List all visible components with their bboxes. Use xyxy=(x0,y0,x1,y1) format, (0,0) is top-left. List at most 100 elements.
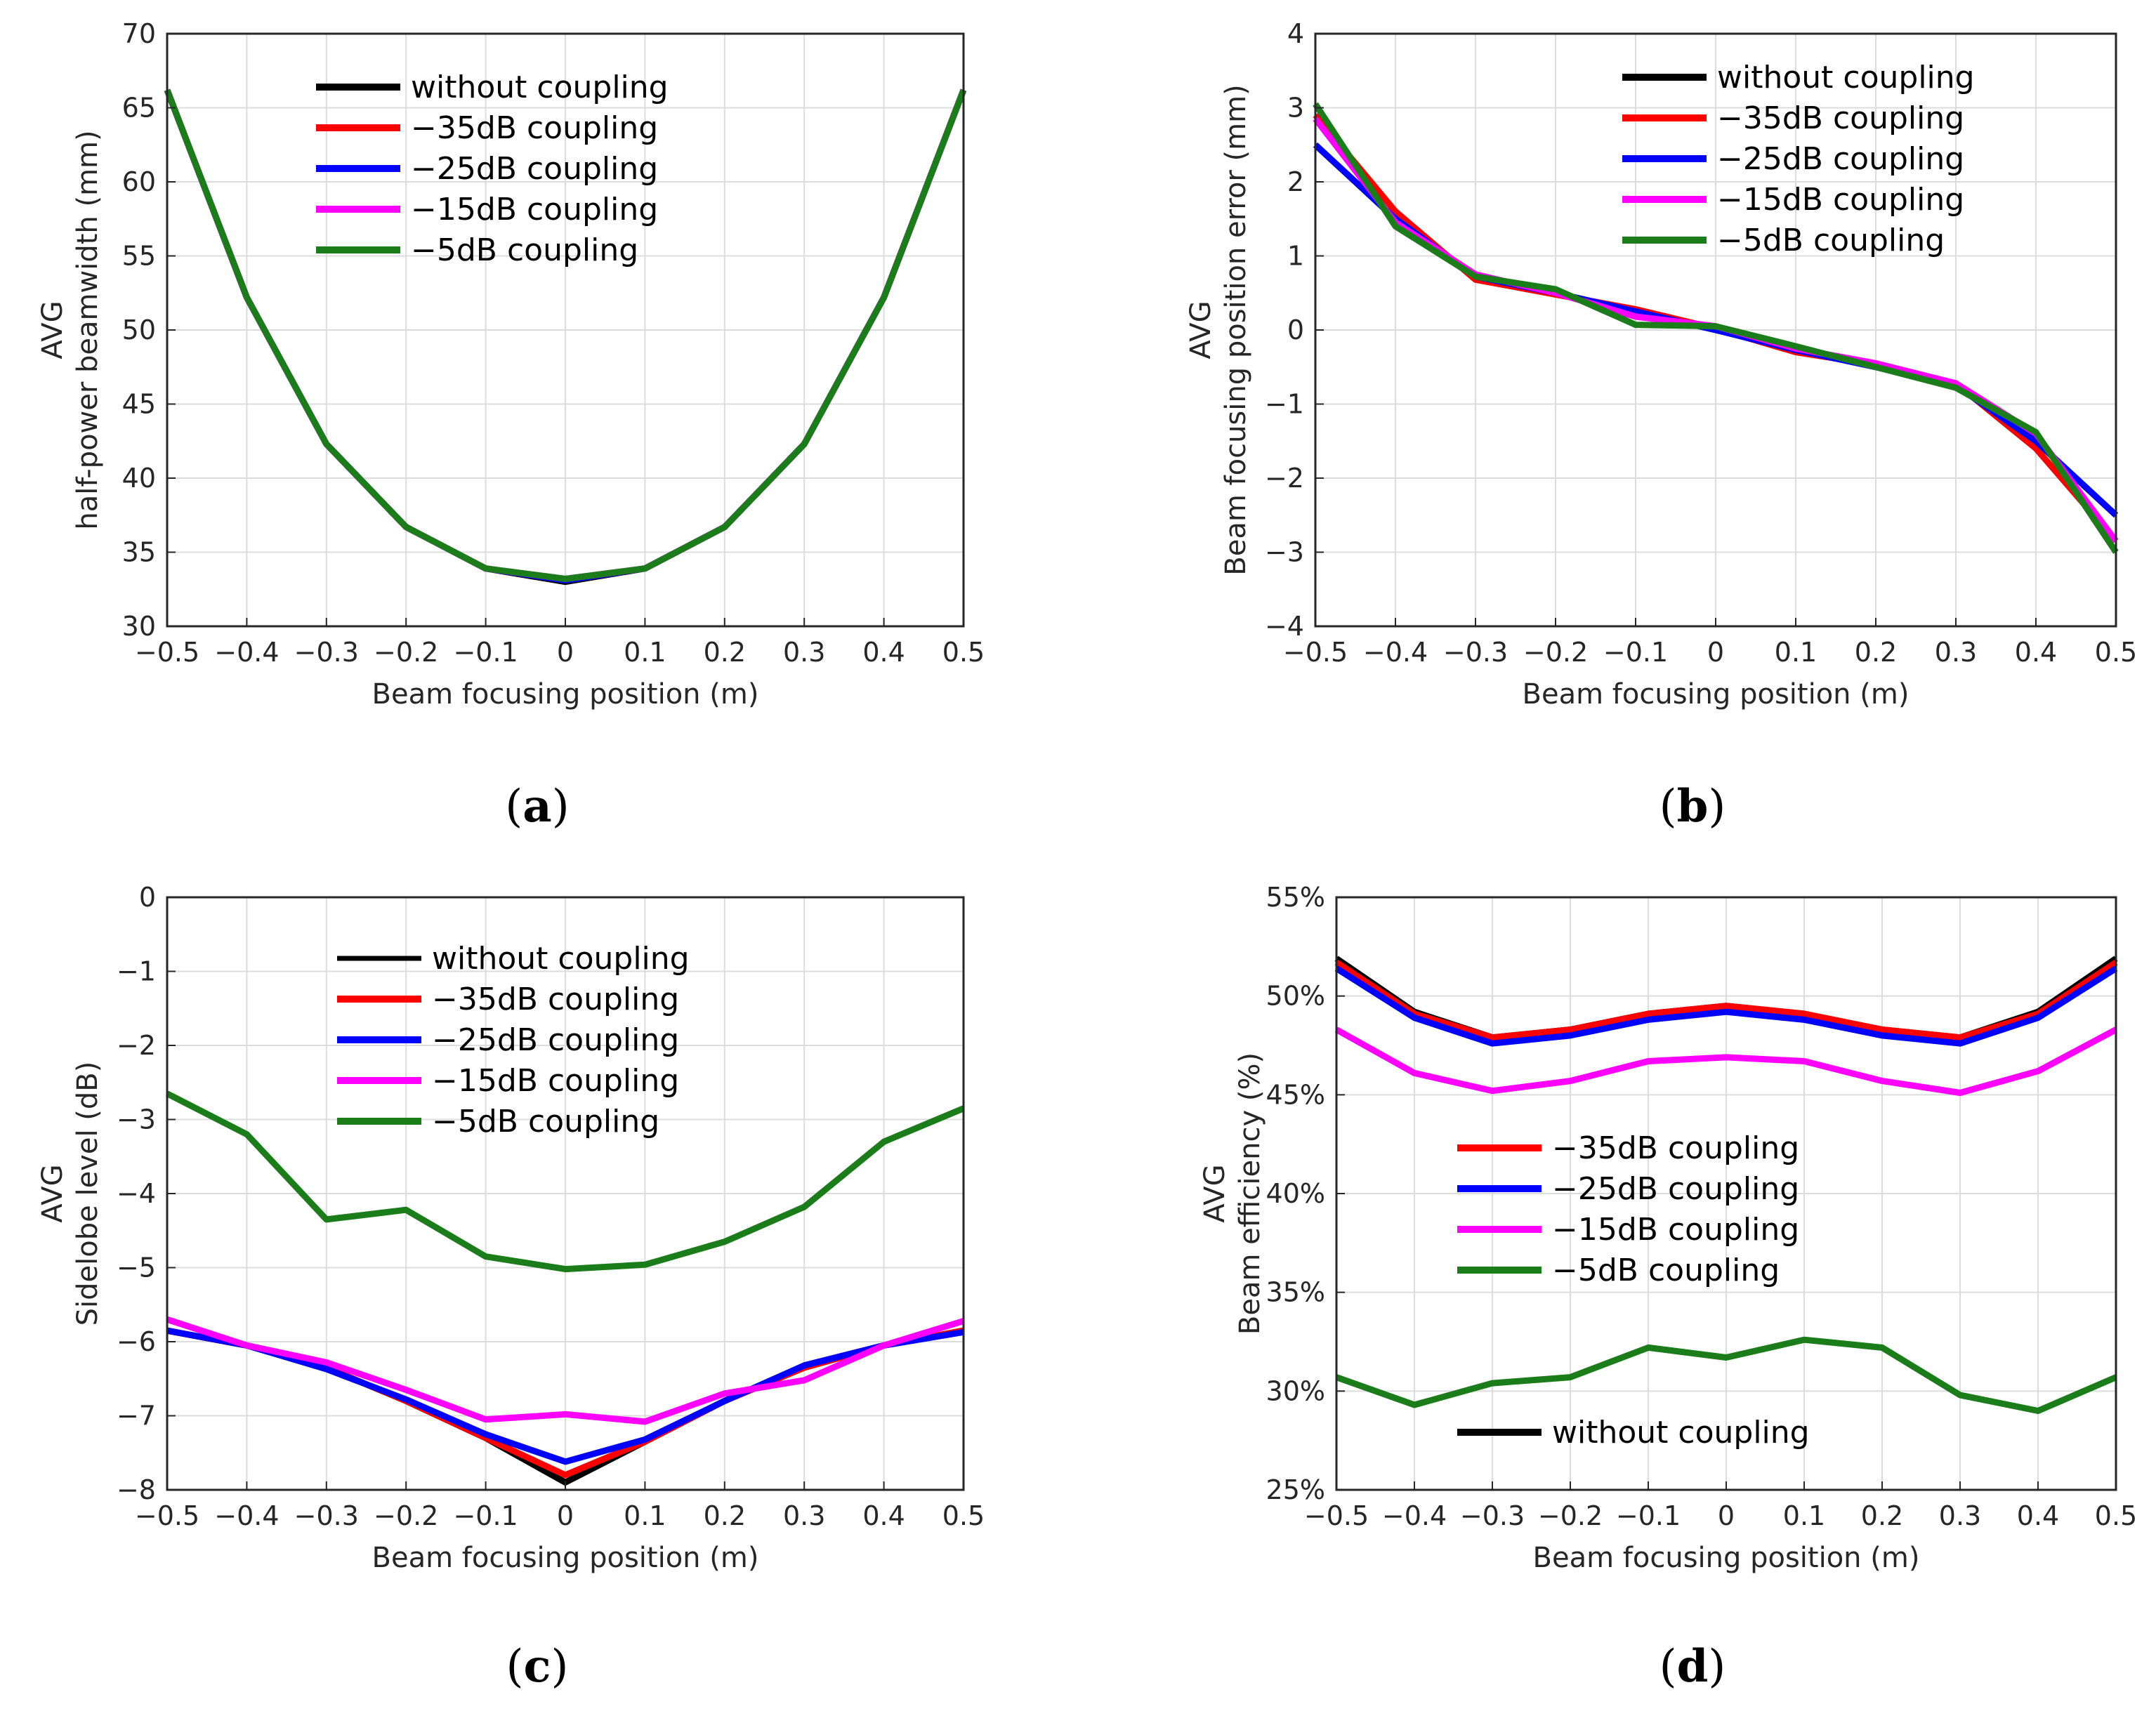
panel-label: (a) xyxy=(505,780,569,833)
y-tick-label: −6 xyxy=(117,1326,156,1357)
x-axis-label: Beam focusing position (m) xyxy=(372,1542,759,1574)
y-tick-label: 0 xyxy=(139,882,156,913)
legend-label: without coupling xyxy=(1717,60,1975,95)
y-axis-label: AVG Beam efficiency (%) xyxy=(1199,1052,1266,1335)
x-tick-label: 0.5 xyxy=(942,1500,985,1531)
legend-label: −15dB coupling xyxy=(432,1063,679,1099)
y-axis-label: AVG Sidelobe level (dB) xyxy=(37,1062,104,1326)
legend-label: −25dB coupling xyxy=(1717,141,1964,177)
y-tick-label: 0 xyxy=(1287,315,1304,345)
x-tick-label: −0.1 xyxy=(1616,1500,1681,1531)
x-tick-label: 0.2 xyxy=(704,1500,746,1531)
x-tick-label: 0.2 xyxy=(1861,1500,1903,1531)
y-tick-label: −7 xyxy=(117,1401,156,1432)
legend-label: without coupling xyxy=(411,70,669,105)
x-tick-label: −0.5 xyxy=(1304,1500,1369,1531)
y-tick-label: 25% xyxy=(1266,1474,1325,1505)
legend-label: −5dB coupling xyxy=(411,232,638,268)
y-tick-label: 40% xyxy=(1266,1178,1325,1209)
y-tick-label: 35 xyxy=(122,537,156,568)
legend-label: −25dB coupling xyxy=(411,151,658,187)
y-tick-label: 1 xyxy=(1287,241,1304,272)
y-tick-label: 2 xyxy=(1287,166,1304,197)
x-tick-label: −0.2 xyxy=(374,637,438,668)
legend-label: without coupling xyxy=(432,941,690,977)
legend-label: −5dB coupling xyxy=(432,1104,659,1139)
y-axis-label-line: AVG xyxy=(1199,1164,1231,1222)
panel-label: (d) xyxy=(1659,1640,1726,1693)
x-tick-label: −0.2 xyxy=(374,1500,438,1531)
series-line--5db-coupling xyxy=(165,1090,965,1273)
x-tick-label: 0.5 xyxy=(2095,1500,2137,1531)
y-tick-label: 45% xyxy=(1266,1079,1325,1110)
series-line--15db-coupling xyxy=(1334,1026,2118,1096)
y-tick-label: 30% xyxy=(1266,1375,1325,1406)
x-tick-label: 0.1 xyxy=(624,637,666,668)
y-axis-label-line: AVG xyxy=(1185,300,1217,359)
x-tick-label: −0.3 xyxy=(1443,637,1508,668)
legend-label: −5dB coupling xyxy=(1552,1253,1780,1288)
x-tick-label: 0.3 xyxy=(1939,1500,1981,1531)
x-tick-label: 0.4 xyxy=(862,637,905,668)
x-tick-label: 0.5 xyxy=(2095,637,2137,668)
y-tick-label: 55% xyxy=(1266,882,1325,913)
x-tick-label: 0 xyxy=(557,637,574,668)
legend-label: −25dB coupling xyxy=(1552,1171,1799,1207)
series-line--35db-coupling xyxy=(1334,960,2118,1041)
x-tick-label: −0.5 xyxy=(1283,637,1348,668)
x-tick-label: −0.2 xyxy=(1523,637,1588,668)
x-tick-label: −0.4 xyxy=(214,637,279,668)
legend-label: −35dB coupling xyxy=(1717,100,1964,136)
x-tick-label: −0.3 xyxy=(1460,1500,1525,1531)
y-tick-label: 70 xyxy=(122,18,156,49)
y-tick-label: −1 xyxy=(117,956,156,987)
x-tick-label: −0.5 xyxy=(135,637,199,668)
x-axis-label: Beam focusing position (m) xyxy=(372,678,759,711)
legend-label: −25dB coupling xyxy=(432,1022,679,1058)
x-tick-label: −0.3 xyxy=(294,1500,359,1531)
legend-label: −35dB coupling xyxy=(411,110,658,146)
x-tick-label: 0.3 xyxy=(783,637,825,668)
y-axis-label-line: half-power beamwidth (mm) xyxy=(72,130,104,529)
series-line--25db-coupling xyxy=(1334,965,2118,1047)
y-tick-label: 50 xyxy=(122,315,156,345)
y-tick-label: 40 xyxy=(122,463,156,494)
x-tick-label: 0 xyxy=(557,1500,574,1531)
x-tick-label: −0.5 xyxy=(135,1500,199,1531)
x-tick-label: −0.4 xyxy=(1382,1500,1447,1531)
y-tick-label: 65 xyxy=(122,93,156,124)
x-tick-label: −0.1 xyxy=(453,1500,518,1531)
series-line--5db-coupling xyxy=(164,88,967,582)
legend-label: −5dB coupling xyxy=(1717,223,1945,258)
x-tick-label: 0.5 xyxy=(942,637,985,668)
x-tick-label: −0.1 xyxy=(1603,637,1668,668)
panel-label: (c) xyxy=(506,1640,569,1693)
x-tick-label: 0.2 xyxy=(704,637,746,668)
y-tick-label: −5 xyxy=(117,1253,156,1283)
y-tick-label: 3 xyxy=(1287,93,1304,124)
y-tick-label: −4 xyxy=(1265,611,1304,642)
y-tick-label: −2 xyxy=(117,1030,156,1061)
x-tick-label: −0.4 xyxy=(214,1500,279,1531)
y-tick-label: 35% xyxy=(1266,1277,1325,1308)
y-axis-label-line: AVG xyxy=(37,300,69,359)
y-tick-label: −3 xyxy=(1265,537,1304,568)
x-tick-label: −0.4 xyxy=(1363,637,1428,668)
x-tick-label: −0.2 xyxy=(1538,1500,1603,1531)
x-tick-label: −0.1 xyxy=(453,637,518,668)
y-axis-label: AVG half-power beamwidth (mm) xyxy=(37,130,104,529)
y-axis-label-line: AVG xyxy=(37,1164,69,1222)
panel-label: (b) xyxy=(1659,780,1726,833)
y-tick-label: 55 xyxy=(122,241,156,272)
x-axis-label: Beam focusing position (m) xyxy=(1533,1542,1920,1574)
x-tick-label: 0.4 xyxy=(2015,637,2057,668)
y-axis-label-line: Beam focusing position error (mm) xyxy=(1220,84,1252,575)
y-tick-label: 4 xyxy=(1287,18,1304,49)
y-tick-label: 60 xyxy=(122,166,156,197)
y-axis-label-line: Beam efficiency (%) xyxy=(1234,1052,1266,1335)
x-tick-label: 0.1 xyxy=(624,1500,666,1531)
legend-label: −15dB coupling xyxy=(1552,1212,1799,1248)
panel-b: −0.5 −0.4 −0.3 −0.2 −0.1 0 0.1 0.2 0.3 0.4 0.5 −4 −3… xyxy=(1185,18,2137,833)
y-tick-label: 30 xyxy=(122,611,156,642)
series-line--15db-coupling xyxy=(166,1316,965,1425)
